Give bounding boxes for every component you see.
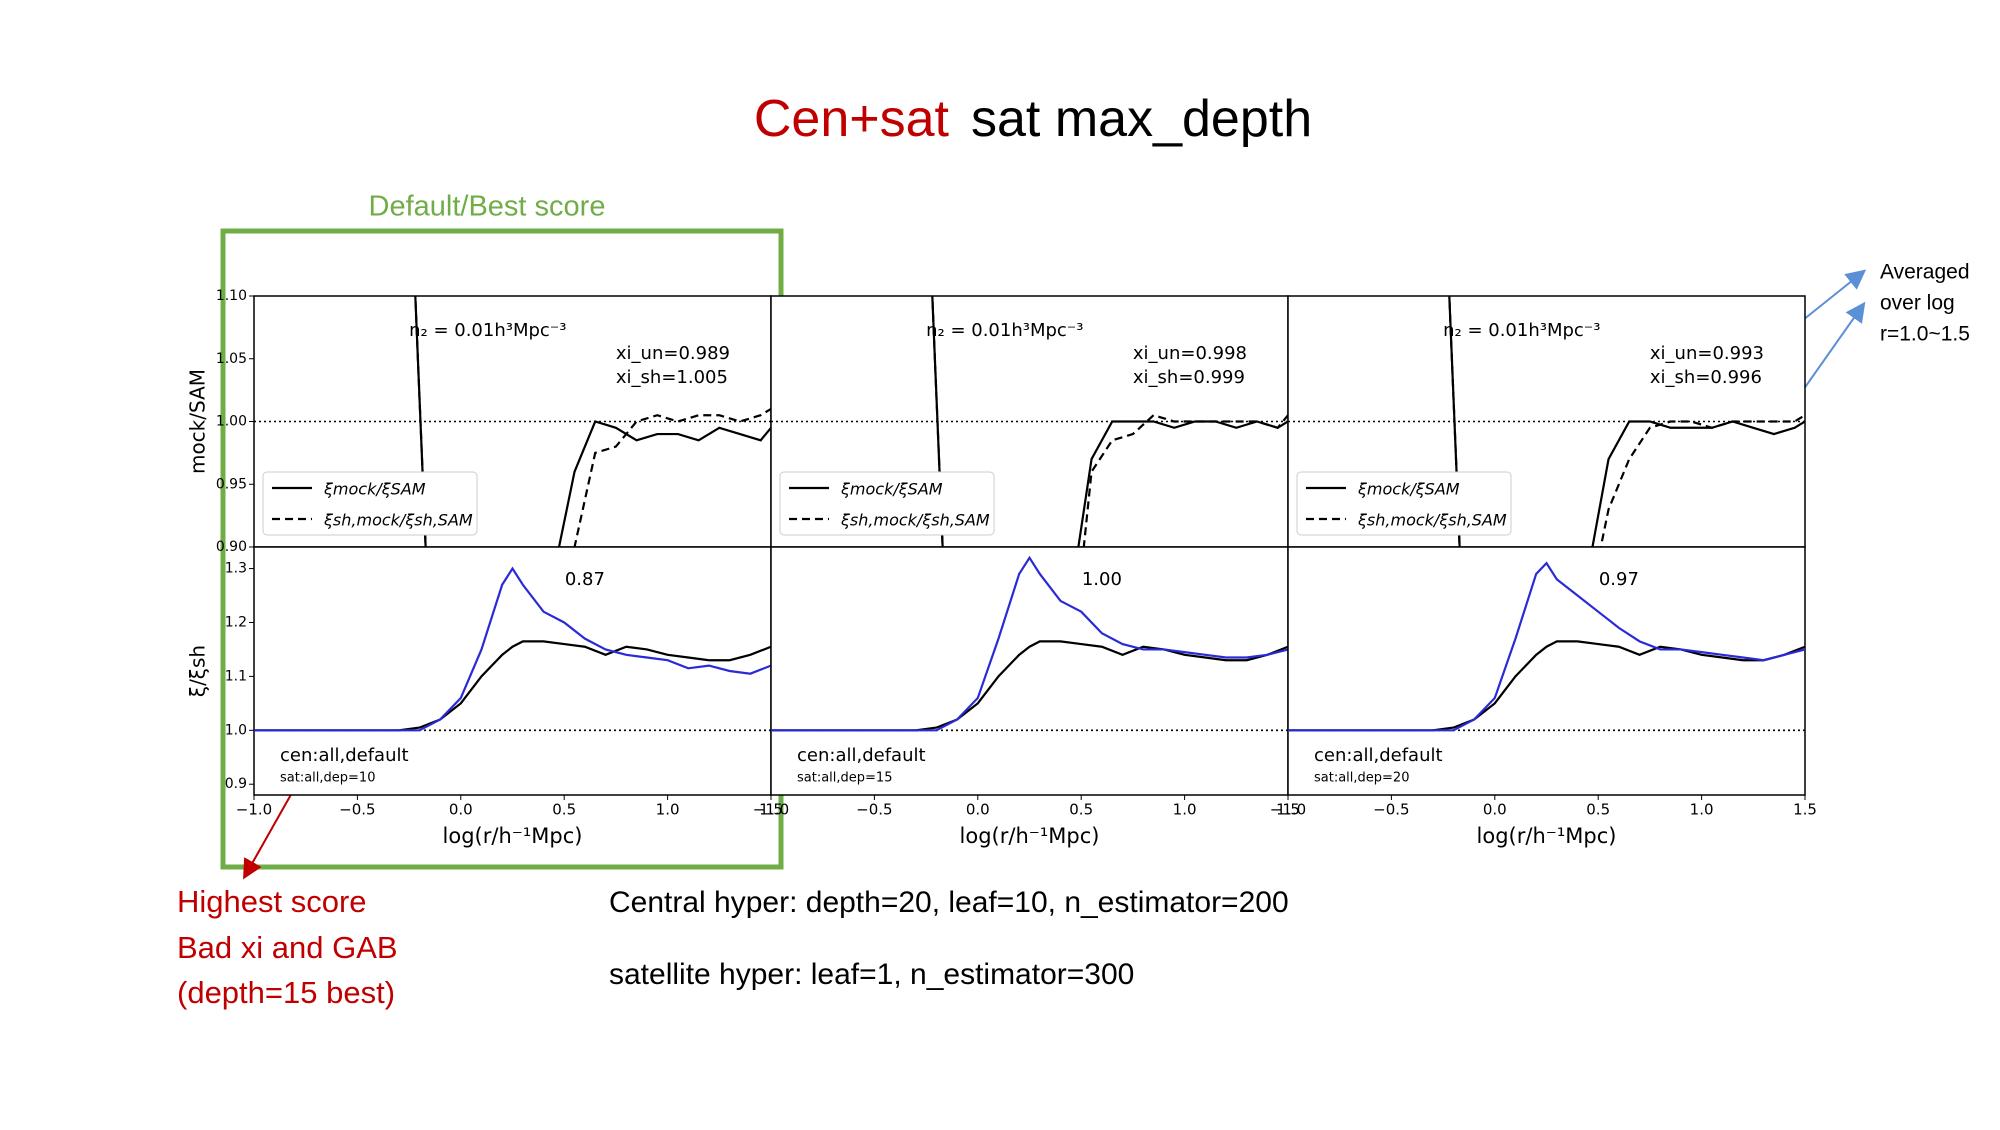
x-tick-label: 1.0 (1173, 801, 1197, 819)
x-tick-label: 0.0 (966, 801, 990, 819)
x-tick-label: 1.0 (1690, 801, 1714, 819)
blue-note: Averaged (1880, 261, 1970, 284)
series-line (414, 296, 771, 547)
x-tick-label: −1.0 (1270, 801, 1306, 819)
x-axis-label: log(r/h⁻¹Mpc) (960, 824, 1100, 848)
legend-label: ξmock/ξSAM (323, 480, 426, 499)
y-tick-label: 1.05 (216, 351, 247, 367)
x-tick-label: 1.5 (759, 801, 783, 819)
series-line (771, 640, 1288, 732)
x-tick-label: 1.0 (656, 801, 680, 819)
y-tick-label: 0.9 (225, 776, 247, 792)
xi-sh-label: xi_sh=0.999 (1133, 367, 1245, 388)
xi-sh-label: xi_sh=0.996 (1650, 367, 1762, 388)
xi-un-label: xi_un=0.989 (616, 343, 730, 364)
hyper-line: satellite hyper: leaf=1, n_estimator=300 (609, 958, 1134, 991)
y-tick-label: 0.95 (216, 476, 247, 492)
series-line (771, 555, 1288, 732)
series-line (1448, 296, 1805, 547)
x-axis-label: log(r/h⁻¹Mpc) (1477, 824, 1617, 848)
sat-label: sat:all,dep=10 (280, 771, 375, 786)
sat-label: sat:all,dep=15 (797, 771, 892, 786)
y-tick-label: 1.00 (216, 414, 247, 430)
title-red: Cen+sat (754, 90, 950, 148)
blue-note: r=1.0~1.5 (1880, 323, 1970, 346)
plot-area (770, 546, 1289, 796)
density-label: n₂ = 0.01h³Mpc⁻³ (926, 320, 1083, 341)
red-note: Highest score (177, 884, 367, 919)
density-label: n₂ = 0.01h³Mpc⁻³ (1443, 320, 1600, 341)
score-label: 0.97 (1599, 569, 1639, 590)
x-tick-label: −0.5 (1373, 801, 1409, 819)
slide-title: Cen+sat sat max_depth (754, 90, 1312, 148)
cen-label: cen:all,default (1314, 745, 1443, 766)
x-tick-label: −1.0 (753, 801, 789, 819)
xi-un-label: xi_un=0.998 (1133, 343, 1247, 364)
hyper-line: Central hyper: depth=20, leaf=10, n_esti… (609, 886, 1289, 919)
title-black: sat max_depth (971, 90, 1312, 148)
series-line (254, 640, 771, 732)
score-label: 1.00 (1082, 569, 1122, 590)
chart: −1.0 −0.5 0.0 0.5 1.0 1.5 log(r/h⁻¹Mpc) 0.97 cen… (1270, 546, 1817, 848)
density-label: n₂ = 0.01h³Mpc⁻³ (409, 320, 566, 341)
series-line (1288, 561, 1805, 732)
y-tick-label: 1.10 (216, 288, 247, 304)
series-line (414, 296, 771, 547)
y-tick-label: 0.90 (216, 539, 247, 555)
chart: ξmock/ξSAM ξsh,mock/ξsh,SAM n₂ = 0.01h³Mpc… (1287, 295, 1806, 548)
sat-label: sat:all,dep=20 (1314, 771, 1409, 786)
x-tick-label: −1.0 (236, 801, 272, 819)
x-tick-label: 1.5 (1276, 801, 1300, 819)
xi-sh-label: xi_sh=1.005 (616, 367, 728, 388)
x-tick-label: −0.5 (339, 801, 375, 819)
y-tick-label: 1.0 (225, 722, 247, 738)
series-line (1288, 640, 1805, 732)
x-tick-label: 0.5 (1069, 801, 1093, 819)
legend-label: ξmock/ξSAM (1357, 480, 1460, 499)
score-label: 0.87 (565, 569, 605, 590)
series-line (1448, 296, 1805, 547)
x-tick-label: 1.5 (1793, 801, 1817, 819)
y-tick-label: 1.2 (225, 614, 247, 630)
y-tick-label: 1.3 (225, 561, 247, 577)
legend-box (262, 471, 478, 536)
y-tick-label: 1.1 (225, 668, 247, 684)
legend-box (1296, 471, 1512, 536)
plot-area (1287, 546, 1806, 796)
legend-label: ξsh,mock/ξsh,SAM (1357, 511, 1507, 530)
series-line (254, 566, 771, 732)
legend-label: ξsh,mock/ξsh,SAM (323, 511, 473, 530)
blue-note: over log (1880, 292, 1955, 315)
box-label: Default/Best score (369, 191, 606, 223)
red-note: Bad xi and GAB (177, 930, 398, 965)
cen-label: cen:all,default (280, 745, 409, 766)
plot-area (253, 546, 772, 796)
chart: ξmock/ξSAM ξsh,mock/ξsh,SAM n₂ = 0.01h³Mpc… (770, 295, 1289, 548)
cen-label: cen:all,default (797, 745, 926, 766)
legend-label: ξsh,mock/ξsh,SAM (840, 511, 990, 530)
series-line (931, 296, 1288, 547)
x-tick-label: 0.0 (1483, 801, 1507, 819)
charts: 0.90 0.95 1.00 1.05 1.10 mock/SAM ξmock/ξSAM ξs… (186, 288, 1817, 848)
y-axis-label: ξ/ξsh (186, 645, 210, 697)
chart: 0.9 1.0 1.1 1.2 1.3 −1.0 −0.5 0.0 0.5 1.0 1.5 log(r… (186, 546, 783, 848)
y-axis-label: mock/SAM (186, 369, 210, 474)
legend-label: ξmock/ξSAM (840, 480, 943, 499)
x-axis-label: log(r/h⁻¹Mpc) (443, 824, 583, 848)
x-tick-label: 0.5 (552, 801, 576, 819)
chart: 0.90 0.95 1.00 1.05 1.10 mock/SAM ξmock/ξSAM ξs… (186, 288, 772, 555)
legend-box (779, 471, 995, 536)
x-tick-label: 0.5 (1586, 801, 1610, 819)
x-tick-label: −0.5 (856, 801, 892, 819)
red-note: (depth=15 best) (177, 975, 395, 1010)
chart: −1.0 −0.5 0.0 0.5 1.0 1.5 log(r/h⁻¹Mpc) 1.00 cen… (753, 546, 1300, 848)
x-tick-label: 0.0 (449, 801, 473, 819)
xi-un-label: xi_un=0.993 (1650, 343, 1764, 364)
